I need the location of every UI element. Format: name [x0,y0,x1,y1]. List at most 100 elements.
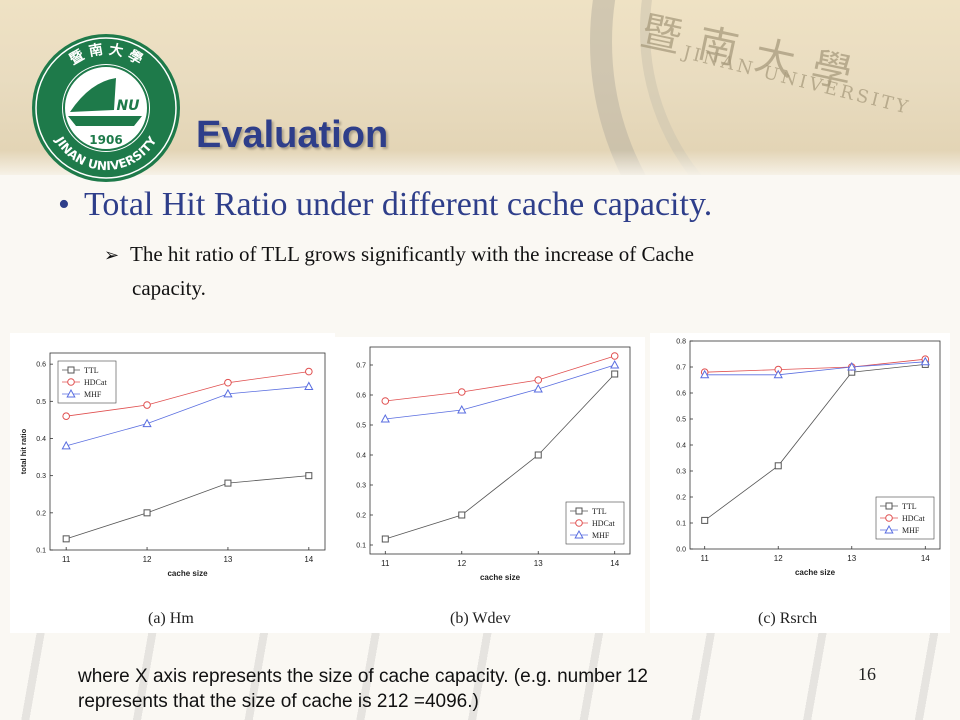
y-tick-label: 0.3 [36,473,46,480]
logo-boat-icon [68,116,142,126]
page-number: 16 [858,664,876,684]
y-tick-label: 0.1 [36,548,46,555]
data-point-hdcat [62,412,70,420]
data-point-mhf [61,440,71,450]
legend-label: MHF [592,531,610,540]
arrow-bullet-icon: ➢ [104,245,120,266]
data-point-ttl [458,511,466,519]
data-point-ttl [143,509,151,517]
y-tick-label: 0.8 [676,339,686,346]
series-line-mhf [66,386,309,447]
x-tick-label: 11 [701,554,710,563]
main-bullet-text: Total Hit Ratio under different cache ca… [84,186,713,223]
y-tick-label: 0.4 [676,443,686,450]
series-line-hdcat [704,358,926,373]
footer-note-line2: represents that the size of cache is 212… [78,691,479,712]
data-point-hdcat [534,376,543,384]
university-logo: 暨 南 大 學 JINAN UNIVERSITY NU 1906 [32,34,180,182]
legend-label: MHF [902,526,920,535]
legend-label: TTL [592,507,607,516]
y-tick-label: 0.5 [356,423,366,430]
legend-marker [575,519,583,527]
sub-bullet-line1: The hit ratio of TLL grows significantly… [130,242,694,266]
data-point-mhf [533,383,543,393]
legend-marker [885,514,893,522]
data-point-mhf [610,359,620,369]
y-tick-label: 0.7 [356,363,366,370]
y-tick-label: 0.3 [676,469,686,476]
data-point-mhf [920,356,930,366]
y-tick-label: 0.4 [356,453,366,460]
data-point-hdcat [457,388,466,396]
legend-label: HDCat [902,514,925,523]
sub-bullet: ➢ The hit ratio of TLL grows significantl… [104,238,904,304]
y-tick-label: 0.5 [676,417,686,424]
data-point-hdcat [381,397,390,405]
chart-caption: (a) Hm [148,610,194,627]
x-tick-label: 14 [304,555,313,564]
plot-frame [369,346,631,555]
y-tick-label: 0.6 [36,362,46,369]
legend-marker [66,388,76,398]
data-point-ttl [62,535,70,543]
chart-rsrch: 0.0 0.1 0.2 0.3 0.4 0.5 0.6 0.7 0.8 11 12 13 14 cache… [650,333,950,633]
y-tick-label: 0.6 [356,393,366,400]
y-tick-label: 0.2 [36,510,46,517]
chart-wdev: 0.1 0.2 0.3 0.4 0.5 0.6 0.7 11 12 13 14 cache size T… [330,337,645,633]
data-point-mhf [847,361,857,371]
legend-label: HDCat [592,519,615,528]
legend-marker [884,524,894,534]
x-tick-label: 14 [610,559,619,568]
x-tick-label: 13 [223,555,232,564]
logo-monogram: NU [116,98,140,114]
legend-marker [67,378,75,386]
x-tick-label: 11 [381,559,390,568]
footer-note-line1: where X axis represents the size of cach… [78,666,648,687]
data-point-ttl [701,516,709,524]
x-tick-label: 14 [921,554,930,563]
x-tick-label: 11 [62,555,71,564]
data-point-mhf [304,381,314,390]
y-tick-label: 0.0 [676,547,686,554]
y-tick-label: 0.3 [356,483,366,490]
y-tick-label: 0.7 [676,365,686,372]
data-point-mhf [380,413,390,423]
legend-marker [575,507,583,515]
data-point-ttl [774,462,782,470]
main-bullet: • Total Hit Ratio under different cache c… [58,186,712,224]
y-tick-label: 0.1 [356,543,366,550]
logo-year: 1906 [89,133,122,147]
x-tick-label: 12 [457,559,466,568]
series-line-hdcat [66,371,309,417]
chart-hm-svg: 0.1 0.2 0.3 0.4 0.5 0.6 11 12 13 14 cache size tota… [19,352,326,627]
series-line-ttl [704,364,926,521]
series-line-ttl [66,475,309,540]
logo-sail-icon [70,78,116,112]
footer-note: where X axis represents the size of cach… [78,664,648,714]
series-line-ttl [385,373,615,540]
series-line-hdcat [385,355,615,402]
chart-caption: (c) Rsrch [758,610,817,627]
chart-hm: 0.1 0.2 0.3 0.4 0.5 0.6 11 12 13 14 cache size tota… [10,333,335,633]
data-point-ttl [305,472,313,480]
data-point-ttl [611,370,619,378]
data-point-mhf [700,369,710,379]
chart-rsrch-svg: 0.0 0.1 0.2 0.3 0.4 0.5 0.6 0.7 0.8 11 12 13 14 cache… [676,339,941,627]
legend-label: TTL [902,502,917,511]
legend-label: TTL [84,366,99,375]
sub-bullet-line2: capacity. [132,276,206,300]
data-point-mhf [773,369,783,379]
legend-marker [574,529,584,539]
series-line-mhf [385,364,615,420]
y-tick-label: 0.2 [356,513,366,520]
x-tick-label: 12 [774,554,783,563]
x-tick-label: 13 [847,554,856,563]
data-point-ttl [534,451,542,459]
y-axis-label: total hit ratio [19,428,28,474]
slide-title: Evaluation [196,114,389,156]
data-point-ttl [224,479,232,487]
y-tick-label: 0.2 [676,495,686,502]
data-point-mhf [457,404,467,414]
x-axis-label: cache size [480,573,521,582]
plot-frame [49,352,326,551]
